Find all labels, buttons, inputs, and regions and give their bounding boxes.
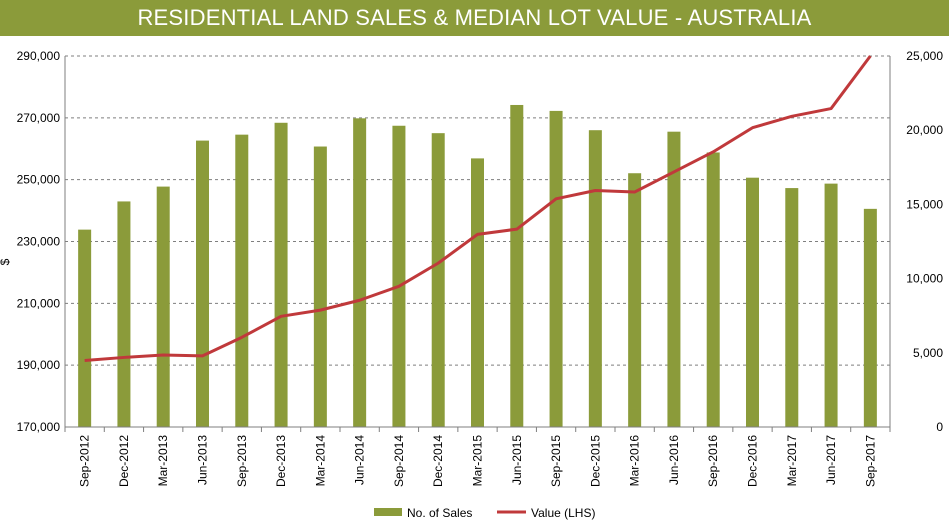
- x-tick-label: Mar-2014: [313, 435, 327, 487]
- left-tick-label: 170,000: [17, 420, 61, 434]
- bar-jun-2017: [824, 183, 838, 427]
- x-tick-label: Sep-2016: [706, 435, 720, 487]
- x-tick-label: Jun-2017: [824, 435, 838, 485]
- x-tick-label: Sep-2012: [78, 435, 92, 487]
- left-tick-label: 270,000: [17, 111, 61, 125]
- bar-mar-2016: [628, 173, 642, 427]
- legend-bar-label: No. of Sales: [407, 506, 472, 520]
- x-tick-label: Mar-2015: [471, 435, 485, 487]
- value-line: [84, 55, 872, 363]
- x-tick-label: Dec-2016: [746, 435, 760, 487]
- x-tick-label: Mar-2017: [785, 435, 799, 487]
- bar-mar-2015: [471, 158, 484, 427]
- x-tick-label: Mar-2016: [628, 435, 642, 487]
- left-tick-label: 290,000: [17, 49, 61, 63]
- x-tick-label: Dec-2014: [431, 435, 445, 487]
- bar-dec-2012: [117, 201, 131, 427]
- x-tick-label: Jun-2013: [196, 435, 210, 485]
- legend: No. of Sales Value (LHS): [374, 506, 595, 520]
- bar-sep-2016: [706, 152, 720, 427]
- bar-jun-2016: [667, 131, 681, 427]
- left-tick-label: 230,000: [17, 235, 61, 249]
- x-tick-label: Dec-2012: [117, 435, 131, 487]
- bar-dec-2015: [588, 130, 602, 427]
- bar-sep-2017: [863, 208, 877, 427]
- bar-jun-2014: [353, 118, 367, 427]
- chart-title: RESIDENTIAL LAND SALES & MEDIAN LOT VALU…: [0, 0, 949, 36]
- bar-mar-2017: [785, 188, 799, 427]
- bar-sep-2015: [549, 110, 563, 428]
- x-tick-label: Sep-2015: [549, 435, 563, 487]
- bar-dec-2016: [746, 177, 759, 427]
- right-tick-label: 10,000: [906, 272, 943, 286]
- left-axis-ticks: 170,000 190,000 210,000 230,000 250,000 270,0…: [17, 49, 61, 434]
- right-axis-ticks: 0 5,000 10,000 15,000 20,000 25,000: [906, 49, 943, 434]
- bar-jun-2015: [510, 104, 524, 428]
- axes: [64, 56, 891, 432]
- bar-jun-2013: [196, 140, 209, 427]
- bar-mar-2014: [313, 146, 327, 428]
- bars-group: [78, 104, 877, 428]
- bar-mar-2013: [156, 186, 170, 427]
- left-axis-label: $: [0, 258, 12, 265]
- left-tick-label: 190,000: [17, 358, 61, 372]
- left-tick-label: 250,000: [17, 173, 61, 187]
- bar-dec-2014: [431, 133, 445, 427]
- right-tick-label: 5,000: [913, 346, 943, 360]
- x-tick-label: Dec-2015: [588, 435, 602, 487]
- bar-dec-2013: [274, 122, 288, 427]
- bar-sep-2012: [78, 229, 92, 427]
- right-tick-label: 25,000: [906, 49, 943, 63]
- x-tick-label: Jun-2014: [353, 435, 367, 485]
- chart-area: 170,000 190,000 210,000 230,000 250,000 270,0…: [0, 49, 943, 520]
- bar-sep-2014: [392, 125, 406, 428]
- x-tick-label: Jun-2015: [510, 435, 524, 485]
- x-tick-label: Sep-2017: [863, 435, 877, 487]
- bar-sep-2013: [235, 134, 249, 427]
- x-tick-label: Sep-2013: [235, 435, 249, 487]
- left-tick-label: 210,000: [17, 296, 61, 310]
- x-tick-label: Mar-2013: [156, 435, 170, 487]
- x-axis-ticks: Sep-2012 Dec-2012 Mar-2013 Jun-2013 Sep-2013…: [78, 435, 878, 487]
- x-tick-label: Sep-2014: [392, 435, 406, 487]
- right-tick-label: 15,000: [906, 197, 943, 211]
- legend-bar-swatch: [374, 508, 402, 516]
- right-tick-label: 20,000: [906, 123, 943, 137]
- x-tick-label: Jun-2016: [667, 435, 681, 485]
- value-line-group: [84, 55, 872, 363]
- legend-line-label: Value (LHS): [531, 506, 595, 520]
- right-tick-label: 0: [936, 420, 943, 434]
- x-tick-label: Dec-2013: [274, 435, 288, 487]
